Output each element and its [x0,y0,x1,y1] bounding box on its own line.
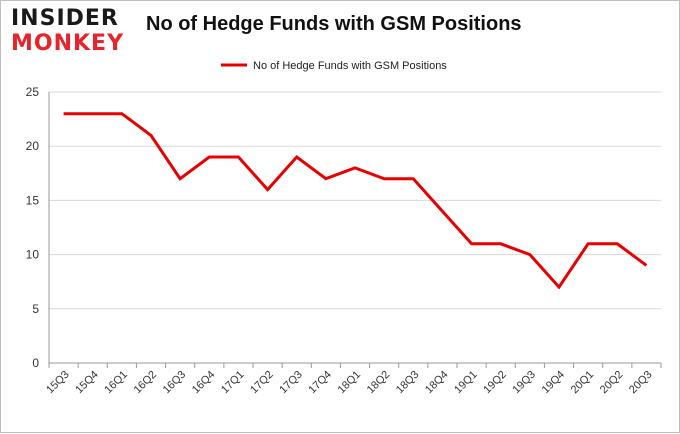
logo-line-1: INSIDER [11,6,119,31]
x-tick-label: 17Q4 [306,369,334,397]
x-tick-label: 17Q3 [277,369,305,397]
x-tick-label: 20Q2 [598,369,626,397]
logo-line-2: MONKEY [11,31,125,56]
x-tick-label: 19Q2 [481,369,509,397]
x-tick-label: 16Q1 [102,369,130,397]
x-tick-label: 20Q1 [569,369,597,397]
insider-monkey-logo: INSIDER MONKEY [11,5,129,57]
y-tick-label: 5 [32,302,39,316]
x-tick-label: 19Q4 [540,369,568,397]
x-tick-label: 18Q4 [423,369,451,397]
x-tick-label: 17Q2 [248,369,276,397]
x-tick-label: 16Q4 [190,369,218,397]
x-tick-label: 17Q1 [219,369,247,397]
y-tick-label: 10 [26,248,40,262]
x-tick-label: 16Q2 [132,369,160,397]
x-tick-label: 16Q3 [161,369,189,397]
chart-title: No of Hedge Funds with GSM Positions [146,13,522,35]
x-tick-label: 20Q3 [627,369,655,397]
x-tick-label: 15Q3 [44,369,72,397]
y-tick-label: 15 [26,193,40,207]
x-tick-label: 15Q4 [73,369,101,397]
x-tick-label: 19Q3 [510,369,538,397]
x-tick-label: 19Q1 [452,369,480,397]
y-tick-label: 25 [26,85,40,99]
y-tick-label: 20 [26,139,40,153]
x-tick-label: 18Q3 [394,369,422,397]
legend-label: No of Hedge Funds with GSM Positions [253,60,447,72]
series-line [63,112,648,290]
x-tick-label: 18Q2 [365,369,393,397]
x-tick-label: 18Q1 [336,369,364,397]
y-tick-label: 0 [32,356,39,370]
